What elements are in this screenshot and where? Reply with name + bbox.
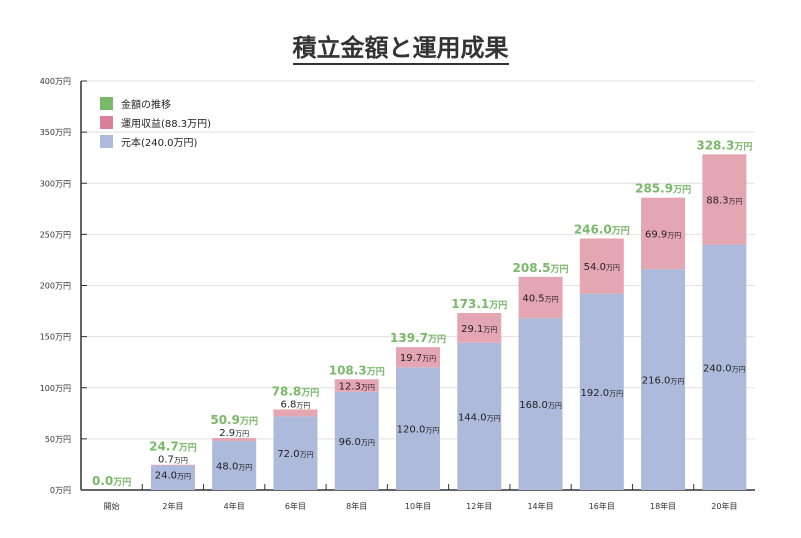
legend-label-totals: 金額の推移 (121, 100, 171, 111)
data-label-principal: 96.0万円 (339, 437, 375, 448)
bar-returns (702, 154, 747, 245)
bar-principal (396, 367, 440, 490)
chart-title-text: 積立金額と運用成果 (292, 34, 509, 65)
bar-principal (702, 244, 747, 490)
data-label-returns: 2.9万円 (219, 428, 249, 439)
bar-principal (150, 465, 195, 490)
legend-swatch-totals (100, 97, 113, 110)
x-tick-label: 開始 (104, 501, 120, 511)
x-tick-label: 8年目 (346, 501, 367, 511)
bar-principal (457, 342, 502, 490)
legend-label-principal: 元本(240.0万円) (121, 138, 198, 149)
bar-returns (518, 276, 563, 319)
data-label-returns: 54.0万円 (584, 262, 620, 273)
data-label-total: 24.7万円 (149, 440, 197, 454)
data-label-returns: 19.7万円 (400, 353, 436, 364)
y-tick-label: 0万円 (50, 486, 71, 495)
data-label-principal: 120.0万円 (397, 425, 440, 436)
bar-returns (334, 379, 379, 392)
y-tick-label: 150万円 (40, 333, 71, 342)
legend-item-totals: 金額の推移 (100, 94, 211, 113)
bar-returns (579, 238, 624, 294)
legend-item-principal: 元本(240.0万円) (100, 132, 211, 151)
data-label-principal: 24.0万円 (155, 470, 191, 481)
x-tick-label: 6年目 (285, 501, 306, 511)
bar-principal (579, 293, 624, 490)
y-tick-label: 300万円 (40, 179, 71, 188)
y-tick-label: 50万円 (45, 435, 71, 444)
data-label-returns: 0.7万円 (158, 455, 188, 466)
data-label-principal: 216.0万円 (642, 376, 685, 387)
data-label-total: 173.1万円 (451, 297, 507, 311)
data-label-total: 208.5万円 (513, 261, 569, 275)
chart-title: 積立金額と運用成果 (0, 28, 801, 65)
bar-principal (641, 269, 686, 490)
data-label-returns: 40.5万円 (522, 294, 558, 305)
data-label-principal: 192.0万円 (580, 388, 623, 399)
data-label-total: 108.3万円 (329, 363, 385, 377)
bar-returns (457, 313, 502, 343)
y-tick-label: 250万円 (40, 230, 71, 239)
data-label-total: 0.0万円 (92, 474, 131, 488)
data-label-total: 78.8万円 (272, 384, 320, 398)
legend-swatch-returns (100, 116, 113, 129)
data-label-total: 50.9万円 (210, 413, 258, 427)
data-label-principal: 48.0万円 (216, 461, 252, 472)
x-tick-label: 12年目 (466, 501, 492, 511)
bar-returns (273, 409, 318, 417)
legend: 金額の推移 運用収益(88.3万円) 元本(240.0万円) (100, 94, 211, 151)
data-label-principal: 168.0万円 (519, 400, 562, 411)
bar-principal (273, 416, 318, 490)
y-tick-label: 100万円 (40, 384, 71, 393)
x-tick-label: 10年目 (405, 501, 431, 511)
data-label-total: 246.0万円 (574, 222, 630, 236)
bar-principal (212, 440, 257, 490)
data-label-returns: 12.3万円 (339, 382, 375, 393)
x-tick-label: 2年目 (162, 501, 183, 511)
x-tick-label: 16年目 (589, 501, 615, 511)
data-label-total: 285.9万円 (635, 182, 691, 196)
y-tick-label: 350万円 (40, 128, 71, 137)
data-label-returns: 88.3万円 (706, 195, 742, 206)
y-tick-label: 200万円 (40, 282, 71, 291)
data-label-principal: 240.0万円 (703, 363, 746, 374)
x-tick-label: 20年目 (711, 501, 737, 511)
x-tick-label: 14年目 (527, 501, 553, 511)
x-tick-label: 4年目 (224, 501, 245, 511)
data-label-principal: 144.0万円 (458, 412, 501, 423)
legend-swatch-principal (100, 135, 113, 148)
data-label-total: 139.7万円 (390, 331, 446, 345)
bar-principal (518, 318, 563, 490)
data-label-principal: 72.0万円 (277, 449, 313, 460)
bar-returns (641, 197, 686, 270)
data-label-returns: 6.8万円 (281, 399, 311, 410)
data-label-total: 328.3万円 (696, 138, 752, 152)
bar-returns (396, 347, 440, 368)
legend-label-returns: 運用収益(88.3万円) (121, 119, 212, 130)
x-tick-label: 18年目 (650, 501, 676, 511)
bar-principal (334, 391, 379, 490)
data-label-returns: 29.1万円 (461, 324, 497, 335)
bar-returns (150, 464, 195, 466)
legend-item-returns: 運用収益(88.3万円) (100, 113, 211, 132)
data-label-returns: 69.9万円 (645, 229, 681, 240)
y-tick-label: 400万円 (40, 77, 71, 86)
bar-returns (212, 437, 257, 441)
